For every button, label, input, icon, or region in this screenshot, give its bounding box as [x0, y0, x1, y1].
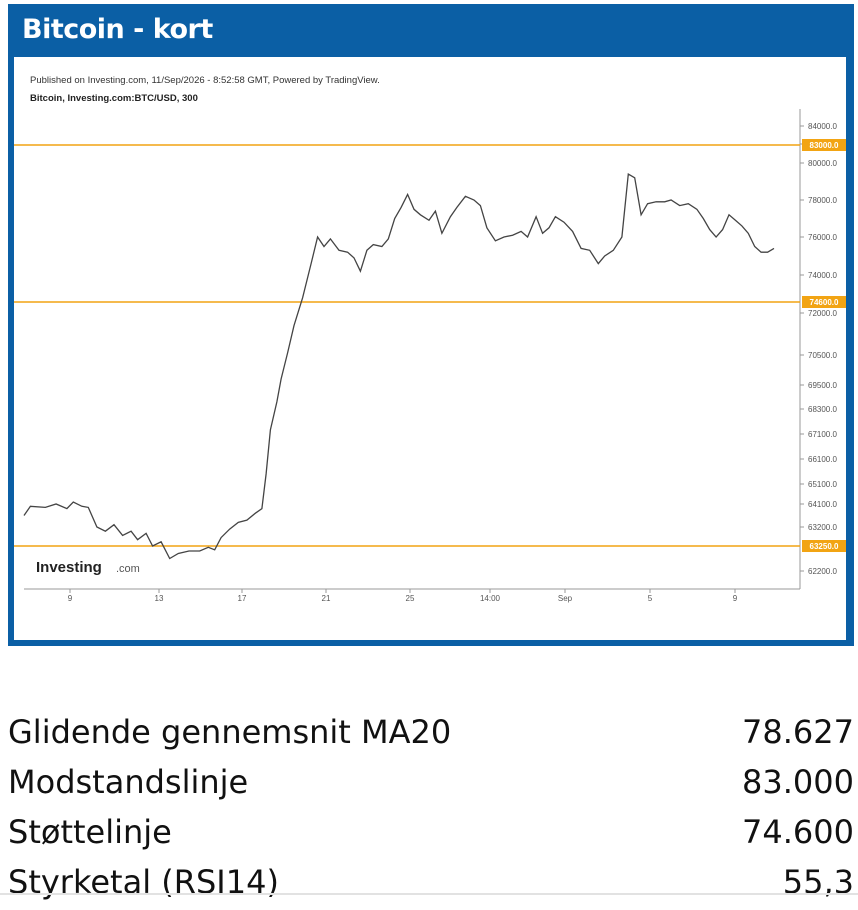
panel-title: Bitcoin - kort: [22, 14, 213, 45]
y-tick-label: 69500.0: [808, 381, 837, 390]
bottom-divider: [0, 893, 858, 895]
stat-label-resistance: Modstandslinje: [8, 763, 249, 801]
stat-value-rsi: 55,3: [782, 863, 854, 901]
stats-table: Glidende gennemsnit MA20 78.627 Modstand…: [8, 710, 854, 910]
y-tick-label: 68300.0: [808, 405, 837, 414]
investing-logo: Investing: [36, 559, 102, 576]
stat-label-support: Støttelinje: [8, 813, 172, 851]
stat-label-ma20: Glidende gennemsnit MA20: [8, 713, 452, 751]
y-tick-label: 80000.0: [808, 159, 837, 168]
x-tick-label: 9: [68, 594, 73, 603]
stat-row-resistance: Modstandslinje 83.000: [8, 760, 854, 810]
y-tick-label: 65100.0: [808, 480, 837, 489]
stat-row-rsi: Styrketal (RSI14) 55,3: [8, 860, 854, 910]
x-tick-label: 21: [322, 594, 331, 603]
y-tick-label: 70500.0: [808, 351, 837, 360]
y-tick-label: 67100.0: [808, 430, 837, 439]
x-tick-label: 14:00: [480, 594, 501, 603]
chart-area: 84000.082000.080000.078000.076000.074000…: [14, 57, 846, 640]
y-tick-label: 74000.0: [808, 271, 837, 280]
investing-logo-suffix: .com: [116, 563, 140, 575]
stat-value-ma20: 78.627: [742, 713, 854, 751]
y-tick-label: 62200.0: [808, 567, 837, 576]
x-tick-label: 17: [238, 594, 247, 603]
x-tick-label: Sep: [558, 594, 573, 603]
x-tick-label: 13: [155, 594, 164, 603]
x-tick-label: 25: [406, 594, 415, 603]
horizontal-line-tag-0: [802, 139, 846, 151]
stat-row-support: Støttelinje 74.600: [8, 810, 854, 860]
price-chart: 84000.082000.080000.078000.076000.074000…: [14, 109, 846, 603]
price-series-line: [23, 173, 775, 560]
horizontal-line-tag-2: [802, 540, 846, 552]
stat-value-support: 74.600: [742, 813, 854, 851]
published-note: Published on Investing.com, 11/Sep/2026 …: [30, 75, 380, 86]
x-tick-label: 9: [733, 594, 738, 603]
symbol-label: Bitcoin, Investing.com:BTC/USD, 300: [30, 93, 198, 104]
y-tick-label: 78000.0: [808, 196, 837, 205]
stat-label-rsi: Styrketal (RSI14): [8, 863, 279, 901]
y-tick-label: 76000.0: [808, 233, 837, 242]
x-tick-label: 5: [648, 594, 653, 603]
stat-row-ma20: Glidende gennemsnit MA20 78.627: [8, 710, 854, 760]
horizontal-line-label-1: 74600.0: [810, 298, 839, 307]
y-tick-label: 63200.0: [808, 523, 837, 532]
chart-panel: Bitcoin - kort 84000.082000.080000.07800…: [8, 4, 854, 646]
y-tick-label: 66100.0: [808, 455, 837, 464]
stat-value-resistance: 83.000: [742, 763, 854, 801]
y-tick-label: 72000.0: [808, 309, 837, 318]
horizontal-line-tag-1: [802, 296, 846, 308]
y-tick-label: 64100.0: [808, 500, 837, 509]
horizontal-line-label-0: 83000.0: [810, 141, 839, 150]
y-tick-label: 84000.0: [808, 122, 837, 131]
horizontal-line-label-2: 63250.0: [810, 542, 839, 551]
